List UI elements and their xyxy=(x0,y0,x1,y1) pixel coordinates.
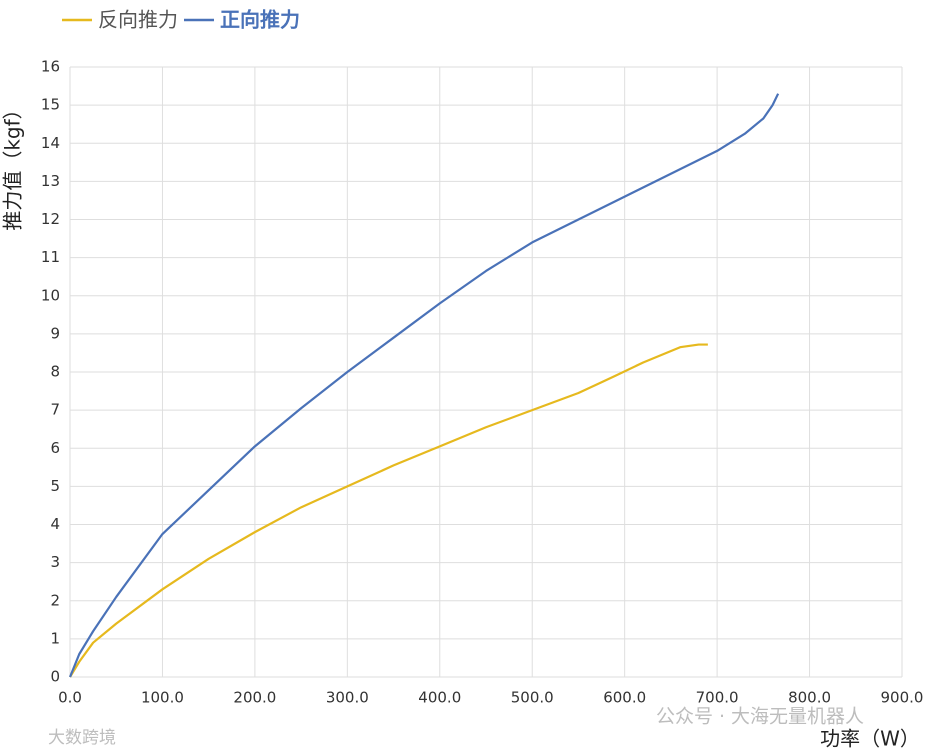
x-tick-label: 400.0 xyxy=(418,689,461,707)
series-line xyxy=(69,343,708,678)
x-tick-label: 100.0 xyxy=(141,689,184,707)
x-tick-label: 300.0 xyxy=(326,689,369,707)
y-tick-label: 3 xyxy=(50,553,60,571)
legend-label: 反向推力 xyxy=(98,8,178,32)
x-tick-label: 500.0 xyxy=(511,689,554,707)
watermark: 公众号 · 大海无量机器人 xyxy=(656,706,864,728)
y-tick-label: 5 xyxy=(50,477,60,495)
series-line xyxy=(68,93,780,678)
y-tick-label: 7 xyxy=(50,401,60,419)
y-tick-label: 1 xyxy=(50,629,60,647)
x-axis-title: 功率（W） xyxy=(820,727,920,751)
y-tick-label: 11 xyxy=(41,248,60,266)
y-tick-label: 6 xyxy=(50,439,60,457)
y-tick-label: 8 xyxy=(50,363,60,381)
legend-label: 正向推力 xyxy=(220,8,300,32)
y-tick-label: 12 xyxy=(41,210,60,228)
y-tick-label: 10 xyxy=(41,286,60,304)
x-tick-label: 600.0 xyxy=(603,689,646,707)
y-tick-label: 4 xyxy=(50,515,60,533)
x-tick-label: 200.0 xyxy=(233,689,276,707)
y-tick-label: 15 xyxy=(41,96,60,114)
y-tick-label: 13 xyxy=(41,172,60,190)
y-tick-label: 16 xyxy=(41,58,60,76)
watermark: 大数跨境 xyxy=(48,728,116,748)
y-tick-label: 9 xyxy=(50,324,60,342)
y-tick-label: 14 xyxy=(41,134,60,152)
y-tick-label: 2 xyxy=(50,591,60,609)
x-tick-label: 700.0 xyxy=(696,689,739,707)
x-tick-label: 0.0 xyxy=(58,689,82,707)
y-axis-title: 推力值（kgf） xyxy=(1,99,25,230)
y-tick-label: 0 xyxy=(50,668,60,686)
x-tick-label: 800.0 xyxy=(788,689,831,707)
x-tick-label: 900.0 xyxy=(881,689,924,707)
